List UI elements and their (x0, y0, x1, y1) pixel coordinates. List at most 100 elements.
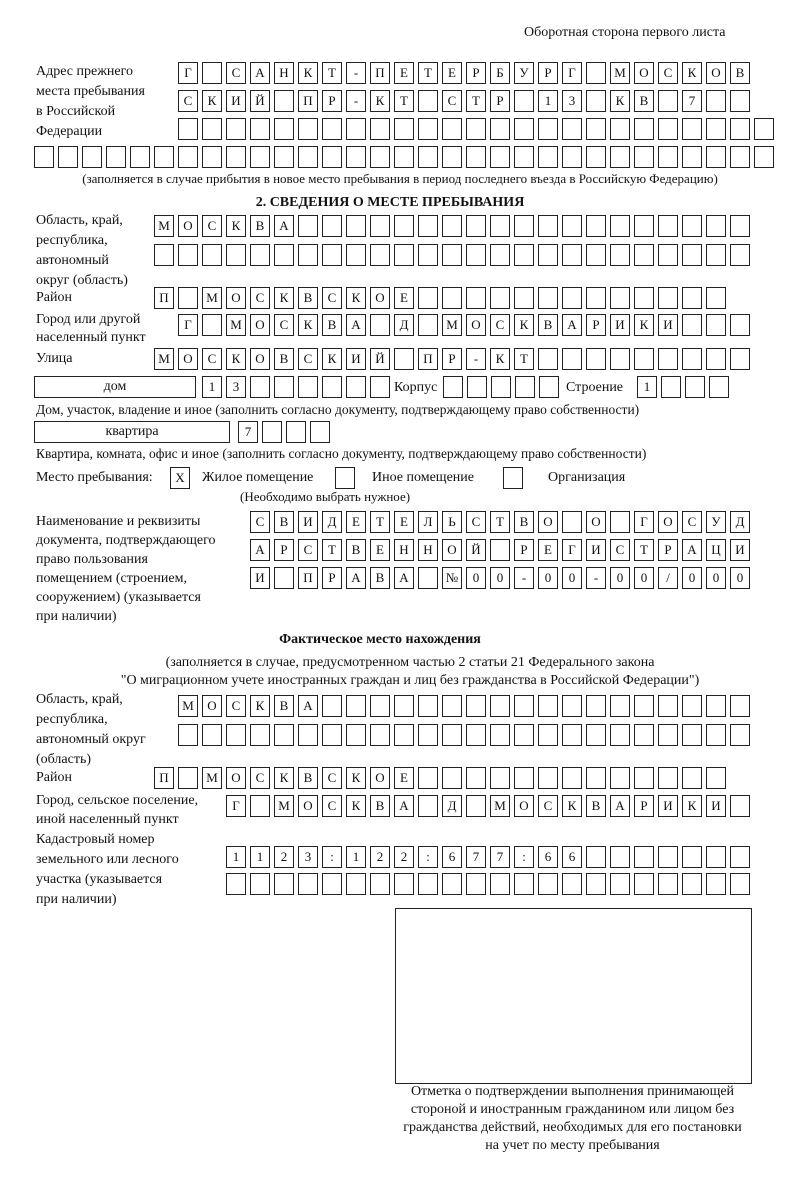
actual-district-row-cell[interactable]: К (274, 767, 294, 789)
document-row2-cell[interactable]: И (586, 539, 606, 561)
house-number-cell[interactable] (346, 376, 366, 398)
actual-city-row-cell[interactable]: М (490, 795, 510, 817)
actual-region-row1-cell[interactable]: М (178, 695, 198, 717)
region-row1-cell[interactable] (730, 215, 750, 237)
document-row3-cell[interactable]: 0 (610, 567, 630, 589)
document-row3-cell[interactable]: - (514, 567, 534, 589)
city-row-cell[interactable]: Д (394, 314, 414, 336)
flat-type-field[interactable]: квартира (34, 421, 230, 443)
actual-city-row-cell[interactable]: А (394, 795, 414, 817)
region-row2-cell[interactable] (250, 244, 270, 266)
city-row-cell[interactable]: К (634, 314, 654, 336)
document-row3-cell[interactable]: - (586, 567, 606, 589)
previous-address-row3-cell[interactable] (634, 118, 654, 140)
district-row-cell[interactable]: В (298, 287, 318, 309)
district-row-cell[interactable]: С (322, 287, 342, 309)
document-row1-cell[interactable]: В (274, 511, 294, 533)
document-row3-cell[interactable]: 0 (682, 567, 702, 589)
cadastral-row2-cell[interactable] (370, 873, 390, 895)
actual-city-row-cell[interactable] (730, 795, 750, 817)
previous-address-row3-cell[interactable] (682, 118, 702, 140)
previous-address-row3-cell[interactable] (586, 118, 606, 140)
actual-district-row-cell[interactable] (466, 767, 486, 789)
actual-city-row-cell[interactable]: О (514, 795, 534, 817)
cadastral-row2-cell[interactable] (274, 873, 294, 895)
previous-address-row3-cell[interactable] (514, 118, 534, 140)
document-row2-cell[interactable]: С (298, 539, 318, 561)
actual-city-row-cell[interactable]: К (346, 795, 366, 817)
previous-address-row1-cell[interactable]: Т (322, 62, 342, 84)
document-row1-cell[interactable] (610, 511, 630, 533)
cadastral-row2-cell[interactable] (538, 873, 558, 895)
region-row2-cell[interactable] (562, 244, 582, 266)
document-row2-cell[interactable]: Р (514, 539, 534, 561)
document-row1-cell[interactable]: С (682, 511, 702, 533)
region-row2-cell[interactable] (370, 244, 390, 266)
actual-city-row-cell[interactable]: Г (226, 795, 246, 817)
district-row-cell[interactable] (490, 287, 510, 309)
actual-district-row-cell[interactable] (658, 767, 678, 789)
document-row2-cell[interactable]: А (250, 539, 270, 561)
region-row1-cell[interactable]: О (178, 215, 198, 237)
document-row3-cell[interactable]: 0 (538, 567, 558, 589)
region-row2-cell[interactable] (634, 244, 654, 266)
cadastral-row2-cell[interactable] (442, 873, 462, 895)
korpus-cell[interactable] (443, 376, 463, 398)
previous-address-row3-cell[interactable] (490, 118, 510, 140)
street-row-cell[interactable]: В (274, 348, 294, 370)
previous-address-row4-cell[interactable] (706, 146, 726, 168)
previous-address-row4-cell[interactable] (130, 146, 150, 168)
district-row-cell[interactable] (562, 287, 582, 309)
previous-address-row2-cell[interactable]: Р (322, 90, 342, 112)
district-row-cell[interactable] (586, 287, 606, 309)
actual-district-row-cell[interactable]: В (298, 767, 318, 789)
district-row-cell[interactable] (706, 287, 726, 309)
previous-address-row1-cell[interactable]: Е (442, 62, 462, 84)
previous-address-row3-cell[interactable] (202, 118, 222, 140)
actual-region-row2-cell[interactable] (562, 724, 582, 746)
previous-address-row4-cell[interactable] (370, 146, 390, 168)
actual-region-row2-cell[interactable] (730, 724, 750, 746)
cadastral-row2-cell[interactable] (514, 873, 534, 895)
actual-city-row-cell[interactable]: Р (634, 795, 654, 817)
cadastral-row1-cell[interactable]: : (322, 846, 342, 868)
actual-city-row-cell[interactable]: И (658, 795, 678, 817)
region-row2-cell[interactable] (418, 244, 438, 266)
previous-address-row3-cell[interactable] (298, 118, 318, 140)
region-row2-cell[interactable] (610, 244, 630, 266)
region-row1-cell[interactable] (442, 215, 462, 237)
cadastral-row1-cell[interactable]: 1 (226, 846, 246, 868)
actual-district-row-cell[interactable]: К (346, 767, 366, 789)
cadastral-row1-cell[interactable]: 2 (274, 846, 294, 868)
street-row-cell[interactable]: С (298, 348, 318, 370)
previous-address-row2-cell[interactable] (274, 90, 294, 112)
actual-district-row-cell[interactable] (490, 767, 510, 789)
previous-address-row4-cell[interactable] (346, 146, 366, 168)
previous-address-row3-cell[interactable] (538, 118, 558, 140)
previous-address-row4-cell[interactable] (610, 146, 630, 168)
street-row-cell[interactable]: К (490, 348, 510, 370)
region-row2-cell[interactable] (514, 244, 534, 266)
document-row3-cell[interactable]: В (370, 567, 390, 589)
city-row-cell[interactable] (370, 314, 390, 336)
previous-address-row4-cell[interactable] (538, 146, 558, 168)
document-row3-cell[interactable]: А (346, 567, 366, 589)
korpus-cell[interactable] (467, 376, 487, 398)
previous-address-row4-cell[interactable] (178, 146, 198, 168)
actual-district-row-cell[interactable]: О (370, 767, 390, 789)
document-row2-cell[interactable]: Й (466, 539, 486, 561)
actual-region-row1-cell[interactable] (394, 695, 414, 717)
actual-district-row-cell[interactable] (682, 767, 702, 789)
city-row-cell[interactable]: К (514, 314, 534, 336)
actual-region-row1-cell[interactable]: О (202, 695, 222, 717)
region-row1-cell[interactable] (346, 215, 366, 237)
district-row-cell[interactable] (538, 287, 558, 309)
actual-city-row-cell[interactable]: К (562, 795, 582, 817)
flat-number-cell[interactable]: 7 (238, 421, 258, 443)
region-row2-cell[interactable] (658, 244, 678, 266)
actual-region-row2-cell[interactable] (682, 724, 702, 746)
region-row2-cell[interactable] (442, 244, 462, 266)
actual-region-row1-cell[interactable]: А (298, 695, 318, 717)
document-row1-cell[interactable]: Д (730, 511, 750, 533)
district-row-cell[interactable]: П (154, 287, 174, 309)
